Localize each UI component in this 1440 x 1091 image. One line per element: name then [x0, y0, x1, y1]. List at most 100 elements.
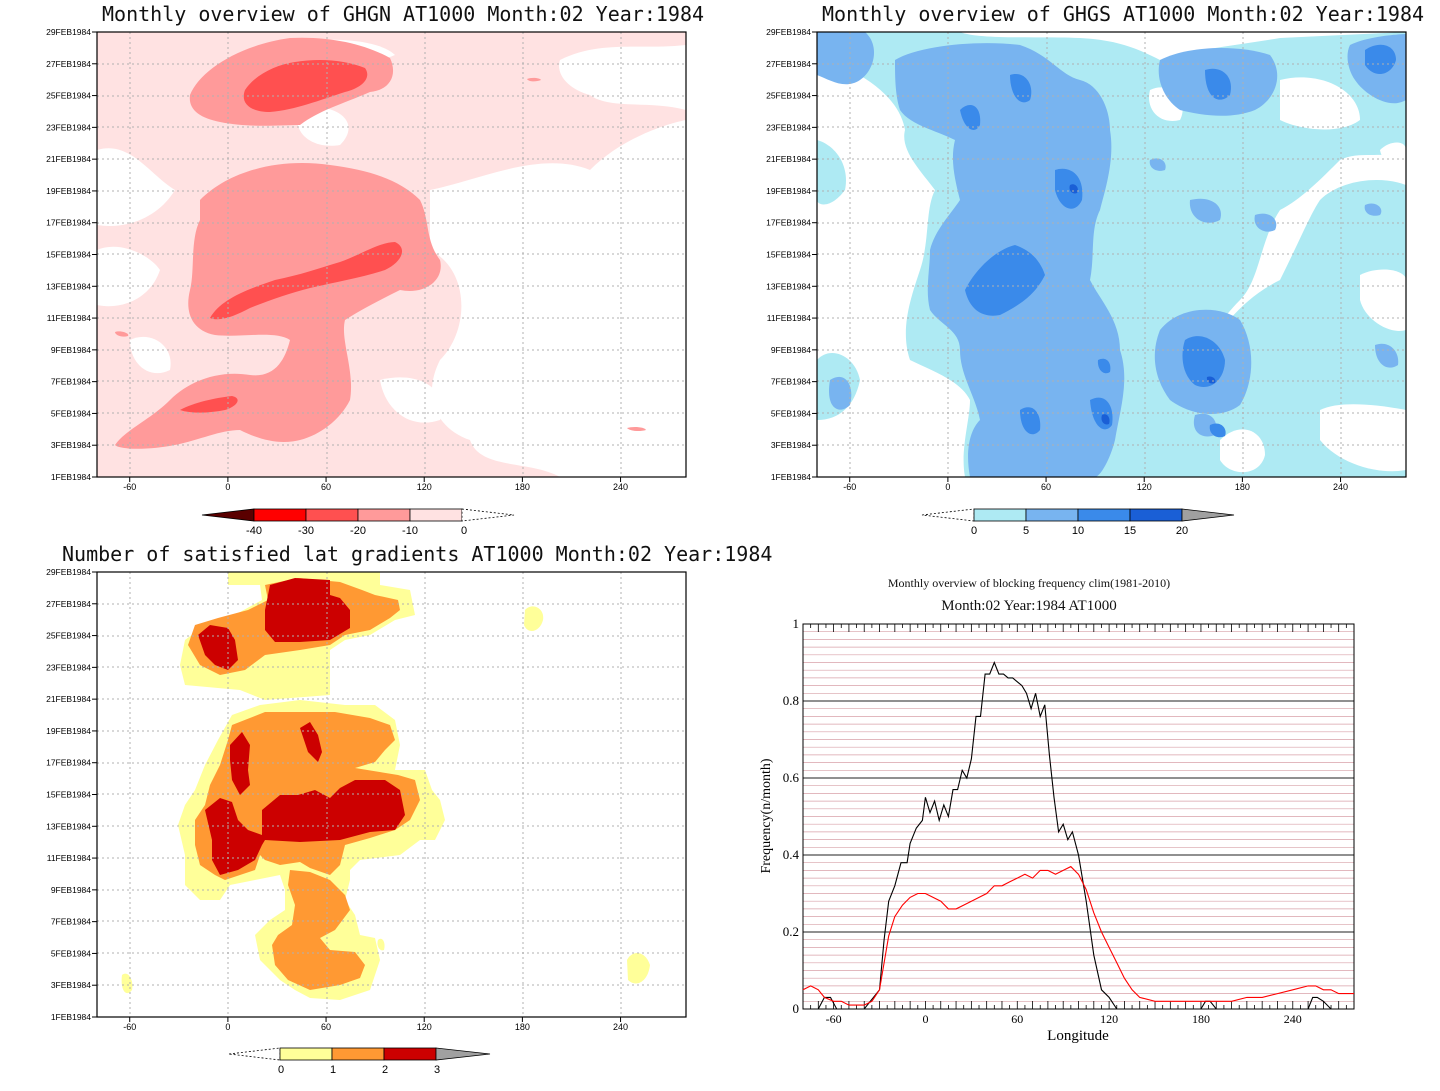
lat-legend-box	[279, 1047, 333, 1061]
ghgs-level-10	[960, 105, 981, 130]
ghgn-legend-box	[409, 508, 463, 522]
x-tick-label: 240	[613, 482, 628, 492]
ghgs-level-5	[1149, 158, 1166, 171]
lat-level-0	[627, 953, 650, 984]
y-tick-label: 9FEB1984	[51, 885, 91, 895]
ghgs-level-10	[1209, 423, 1226, 438]
ghgn-zero-region	[97, 246, 160, 307]
y-tick-label: 0.2	[783, 924, 799, 939]
ghgn-legend-tick: -40	[246, 525, 262, 537]
y-tick-label: 17FEB1984	[46, 758, 91, 768]
ghgn-legend-tick: 0	[461, 525, 467, 537]
lat-level-2	[300, 722, 322, 762]
y-tick-label: 5FEB1984	[771, 408, 811, 418]
ghgs-legend-overflow-low	[921, 508, 975, 522]
ghgs-legend-box	[973, 508, 1027, 522]
ghgs-legend-box	[1129, 508, 1183, 522]
y-tick-label: 1FEB1984	[51, 472, 91, 482]
ghgn-zero-region	[559, 45, 686, 110]
ghgs-x-axis: -60 0 60 120 180 240	[843, 477, 1348, 492]
y-tick-label: 13FEB1984	[46, 281, 91, 291]
lat-legend-tick: 0	[278, 1064, 284, 1076]
y-tick-label: 29FEB1984	[46, 27, 91, 37]
y-tick-label: 11FEB1984	[47, 313, 92, 323]
ghgs-level-10	[1055, 168, 1083, 209]
y-tick-label: 7FEB1984	[51, 377, 91, 387]
y-tick-label: 0.6	[783, 770, 800, 785]
y-tick-label: 0.8	[783, 693, 799, 708]
ghgn-legend-tick: -10	[402, 525, 418, 537]
ghgs-legend-tick: 15	[1124, 525, 1136, 537]
lat-gridlines	[97, 572, 686, 1017]
x-tick-label: 120	[1100, 1012, 1118, 1026]
lat-x-axis: -60 0 60 120 180 240	[123, 1017, 628, 1032]
y-tick-label: 23FEB1984	[766, 122, 811, 132]
ghgs-level-10	[1182, 336, 1225, 388]
ghgn-zero-region	[97, 148, 175, 226]
lat-legend-tick: 1	[330, 1064, 336, 1076]
ghgn-chart: 1FEB1984 3FEB1984 5FEB1984 7FEB1984 9FEB1984…	[46, 27, 687, 537]
y-tick-label: 0	[793, 1001, 800, 1016]
lat-gradient-chart: 1FEB1984 3FEB1984 5FEB1984 7FEB1984 9FEB1984…	[46, 567, 687, 1076]
y-tick-label: 27FEB1984	[766, 59, 811, 69]
ghgn-zero-region	[380, 377, 442, 423]
y-tick-label: 1FEB1984	[51, 1012, 91, 1022]
y-tick-label: 1	[793, 616, 800, 631]
lat-level-2	[265, 578, 350, 642]
frequency-tick-marks	[802, 624, 1355, 1009]
y-tick-label: 25FEB1984	[766, 91, 811, 101]
ghgs-level-10	[1205, 68, 1231, 100]
ghgn-level-minus20	[243, 60, 368, 112]
lat-gradient-title: Number of satisfied lat gradients AT1000…	[62, 542, 773, 566]
x-tick-label: 180	[515, 482, 530, 492]
y-tick-label: 3FEB1984	[51, 980, 91, 990]
ghgs-level-15	[1206, 376, 1216, 384]
y-tick-label: 7FEB1984	[771, 377, 811, 387]
ghgs-legend-box	[1025, 508, 1079, 522]
ghgs-level-0	[1220, 429, 1265, 473]
ghgn-level-minus20	[180, 396, 238, 413]
ghgn-legend-box	[253, 508, 307, 522]
x-tick-label: 120	[1137, 482, 1152, 492]
y-tick-label: 9FEB1984	[51, 345, 91, 355]
x-tick-label: 180	[1235, 482, 1250, 492]
ghgs-gridlines	[817, 32, 1406, 477]
x-tick-label: 0	[945, 482, 950, 492]
lat-level-2	[232, 762, 242, 785]
ghgs-level-5	[1254, 213, 1277, 232]
ghgn-legend-box	[305, 508, 359, 522]
lat-level-2	[205, 780, 405, 875]
y-tick-label: 21FEB1984	[46, 154, 91, 164]
ghgs-level-5	[1189, 198, 1221, 223]
x-tick-label: -60	[826, 1012, 842, 1026]
y-tick-label: 7FEB1984	[51, 917, 91, 927]
x-tick-label: 180	[1192, 1012, 1210, 1026]
ghgs-legend-tick: 20	[1176, 525, 1188, 537]
ghgs-level-0	[817, 140, 846, 205]
y-tick-label: 11FEB1984	[767, 313, 812, 323]
ghgn-level-minus10	[115, 331, 129, 337]
ghgs-legend-tick: 0	[971, 525, 977, 537]
ghgn-legend-overflow-low	[201, 508, 255, 522]
y-tick-label: 23FEB1984	[46, 662, 91, 672]
y-tick-label: 9FEB1984	[771, 345, 811, 355]
ghgn-x-axis: -60 0 60 120 180 240	[123, 477, 628, 492]
x-tick-label: -60	[123, 482, 136, 492]
ghgs-level-10	[965, 245, 1045, 316]
y-tick-label: 3FEB1984	[51, 440, 91, 450]
x-tick-label: 60	[1041, 482, 1051, 492]
ghgn-gridlines	[97, 32, 686, 477]
lat-legend-tick: 3	[434, 1064, 440, 1076]
y-tick-label: 19FEB1984	[46, 186, 91, 196]
y-tick-label: 25FEB1984	[46, 631, 91, 641]
ghgs-level-5	[1364, 203, 1382, 216]
ghgs-legend-overflow-high	[1181, 508, 1235, 522]
frequency-line	[803, 661, 1354, 1010]
ghgs-level-5	[817, 32, 875, 85]
frequency-gridlines	[803, 631, 1354, 1002]
y-tick-label: 21FEB1984	[766, 154, 811, 164]
ghgn-level-minus20	[627, 426, 646, 432]
ghgs-legend-tick: 5	[1023, 525, 1029, 537]
x-tick-label: 0	[225, 1022, 230, 1032]
lat-legend-overflow-high	[435, 1047, 491, 1061]
